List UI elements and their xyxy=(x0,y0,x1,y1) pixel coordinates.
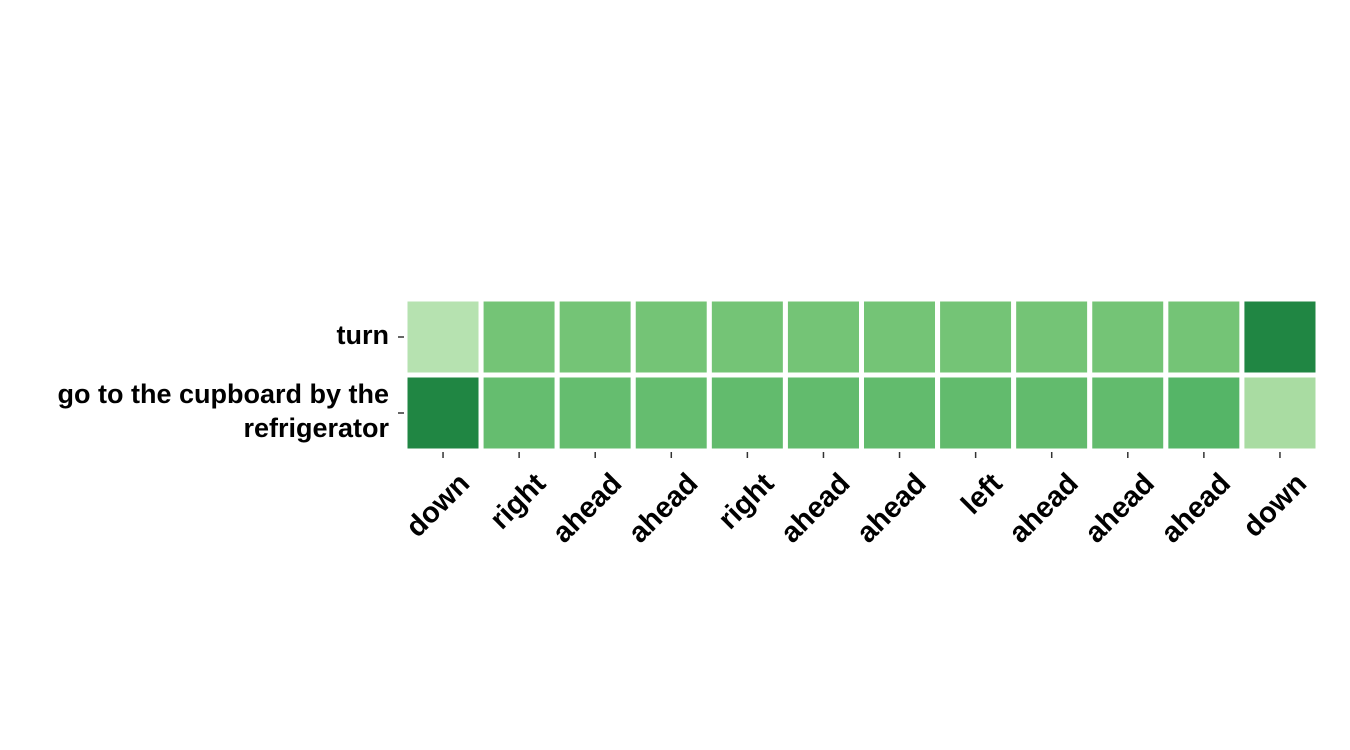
heatmap-cell xyxy=(1087,372,1169,454)
row-label: turn xyxy=(337,320,389,350)
column-label: ahead xyxy=(1003,467,1085,549)
row-label: go to the cupboard by the xyxy=(58,379,390,409)
heatmap-cell xyxy=(706,296,788,378)
column-label: ahead xyxy=(851,467,933,549)
column-label: ahead xyxy=(546,467,628,549)
column-label: down xyxy=(1237,467,1313,543)
column-label: ahead xyxy=(1155,467,1237,549)
heatmap-cell xyxy=(630,296,712,378)
heatmap-cell xyxy=(1163,372,1245,454)
heatmap-cell xyxy=(478,296,560,378)
heatmap-cell xyxy=(935,372,1017,454)
heatmap-cell xyxy=(630,372,712,454)
heatmap-cell xyxy=(402,372,484,454)
heatmap-cell xyxy=(706,372,788,454)
column-label: ahead xyxy=(775,467,857,549)
column-label: ahead xyxy=(622,467,704,549)
row-labels: turn go to the cupboard by the refrigerato… xyxy=(58,320,404,443)
heatmap-cell xyxy=(935,296,1017,378)
heatmap-cell xyxy=(782,372,865,454)
column-label: left xyxy=(955,467,1009,521)
row-label: refrigerator xyxy=(243,413,389,443)
heatmap-cell xyxy=(478,372,560,454)
heatmap-cell xyxy=(1239,296,1321,378)
heatmap-cell xyxy=(554,372,636,454)
heatmap-cell xyxy=(1087,296,1169,378)
heatmap-cell xyxy=(1011,296,1093,378)
heatmap-cell xyxy=(782,296,865,378)
heatmap-cell xyxy=(859,372,941,454)
column-label: right xyxy=(484,467,552,535)
heatmap-cell xyxy=(402,296,484,378)
heatmap-cell xyxy=(1239,372,1321,454)
heatmap-cell xyxy=(859,296,941,378)
column-label: right xyxy=(712,467,780,535)
column-label: down xyxy=(400,467,476,543)
heatmap-cell xyxy=(554,296,636,378)
column-label: ahead xyxy=(1079,467,1161,549)
heatmap-cell xyxy=(1011,372,1093,454)
heatmap-cells xyxy=(402,296,1321,454)
heatmap-cell xyxy=(1163,296,1245,378)
